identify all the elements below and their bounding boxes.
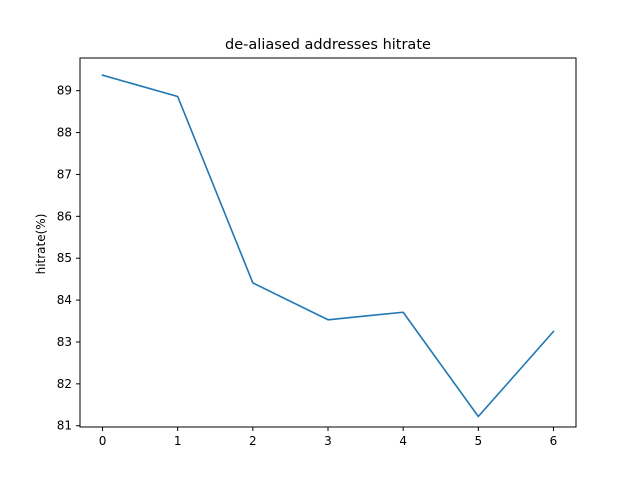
y-tick-label: 88 — [57, 126, 72, 140]
series-layer — [101, 74, 555, 418]
y-tick-label: 89 — [57, 84, 72, 98]
x-tick-label: 5 — [474, 434, 482, 448]
y-tick-label: 85 — [57, 251, 72, 265]
x-tick-label: 3 — [324, 434, 332, 448]
x-tick-label: 0 — [99, 434, 107, 448]
y-tick-label: 83 — [57, 335, 72, 349]
y-tick-label: 86 — [57, 209, 72, 223]
y-tick-label: 82 — [57, 377, 72, 391]
chart-title: de-aliased addresses hitrate — [225, 37, 431, 53]
plot-frame — [79, 57, 577, 428]
y-tick-label: 87 — [57, 167, 72, 181]
y-tick-label: 81 — [57, 419, 72, 433]
series-line-0 — [101, 74, 555, 418]
x-tick-label: 1 — [174, 434, 182, 448]
y-tick-label: 84 — [57, 293, 72, 307]
x-tick-label: 2 — [249, 434, 257, 448]
axis-ticks: 0 1 2 3 4 5 6 81 82 83 84 85 86 87 88 89 — [57, 84, 558, 448]
x-tick-label: 6 — [550, 434, 558, 448]
y-axis-label: hitrate(%) — [34, 214, 48, 275]
x-tick-label: 4 — [399, 434, 407, 448]
